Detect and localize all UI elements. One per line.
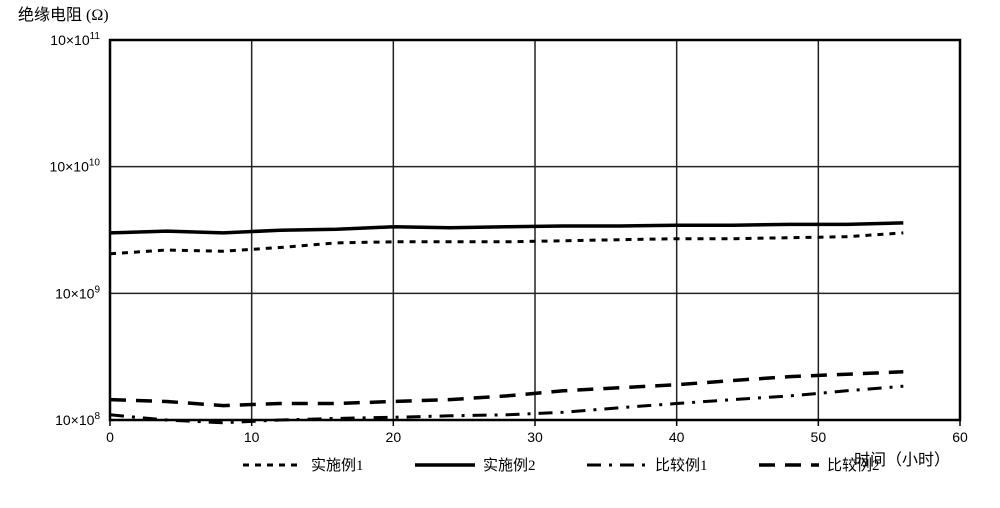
resistance-vs-time-chart: 0 10 20 30 40 50 60 10×108 10×109 10×1010 10×1011 绝…	[0, 0, 1000, 508]
legend-label-s2: 实施例2	[483, 457, 536, 474]
xtick-label: 30	[527, 429, 543, 445]
legend-label-s3: 比较例1	[655, 456, 708, 474]
legend-label-s4: 比较例2	[827, 456, 880, 474]
xtick-label: 50	[811, 429, 827, 445]
ytick-label: 10×109	[55, 284, 100, 301]
ytick-label: 10×1011	[50, 31, 100, 48]
xtick-label: 0	[106, 429, 114, 445]
y-axis-title: 绝缘电阻 (Ω)	[18, 6, 109, 24]
ytick-label: 10×108	[55, 411, 100, 428]
xtick-label: 40	[669, 429, 685, 445]
xtick-label: 20	[386, 429, 402, 445]
legend-label-s1: 实施例1	[311, 457, 364, 474]
ytick-label: 10×1010	[50, 158, 101, 175]
xtick-label: 10	[244, 429, 260, 445]
xtick-label: 60	[952, 429, 968, 445]
